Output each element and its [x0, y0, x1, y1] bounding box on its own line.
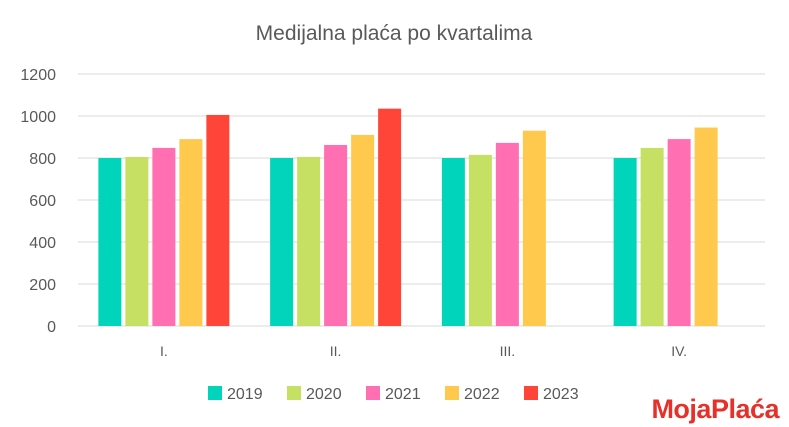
legend-label: 2022 — [464, 386, 500, 403]
legend-label: 2021 — [385, 386, 421, 403]
y-axis-ticks: 0 200 400 600 800 1000 1200 — [20, 67, 56, 336]
legend-label: 2019 — [227, 386, 263, 403]
chart-title: Medijalna plaća po kvartalima — [256, 22, 533, 45]
bar-2023-q1 — [206, 114, 230, 326]
y-tick-label: 0 — [47, 319, 56, 336]
y-tick-label: 400 — [29, 235, 56, 252]
legend-label: 2023 — [543, 386, 579, 403]
legend-swatch-2021 — [366, 386, 380, 400]
x-tick-label: II. — [330, 343, 342, 359]
bar-2019-q1 — [98, 158, 122, 326]
bar-2021-q2 — [324, 144, 348, 326]
legend-swatch-2022 — [445, 386, 459, 400]
legend-label: 2020 — [306, 386, 342, 403]
legend: 2019 2020 2021 2022 2023 — [208, 386, 579, 403]
bar-2020-q2 — [297, 156, 321, 326]
y-tick-label: 200 — [29, 277, 56, 294]
y-tick-label: 600 — [29, 193, 56, 210]
bar-2019-q2 — [270, 158, 294, 326]
x-tick-label: IV. — [671, 343, 687, 359]
bar-2022-q2 — [351, 134, 375, 326]
bar-2019-q4 — [613, 158, 637, 326]
y-tick-label: 1200 — [20, 67, 56, 84]
bar-2020-q1 — [125, 156, 149, 326]
x-axis-ticks: I. II. III. IV. — [160, 343, 687, 359]
bar-2022-q4 — [694, 127, 718, 326]
y-tick-label: 1000 — [20, 109, 56, 126]
y-tick-label: 800 — [29, 151, 56, 168]
bar-2020-q4 — [640, 147, 664, 326]
bar-2021-q4 — [667, 139, 691, 326]
bar-2020-q3 — [468, 154, 492, 326]
x-tick-label: I. — [160, 343, 168, 359]
bar-2021-q3 — [495, 142, 519, 326]
x-tick-label: III. — [500, 343, 516, 359]
bar-2019-q3 — [441, 158, 465, 326]
bar-2022-q1 — [179, 139, 203, 326]
legend-swatch-2020 — [287, 386, 301, 400]
bars — [98, 108, 718, 327]
mojaplaca-logo: MojaPlaća — [651, 394, 779, 424]
bar-2022-q3 — [522, 130, 546, 326]
legend-swatch-2019 — [208, 386, 222, 400]
bar-2023-q2 — [378, 108, 402, 327]
bar-2021-q1 — [152, 147, 176, 326]
legend-swatch-2023 — [524, 386, 538, 400]
